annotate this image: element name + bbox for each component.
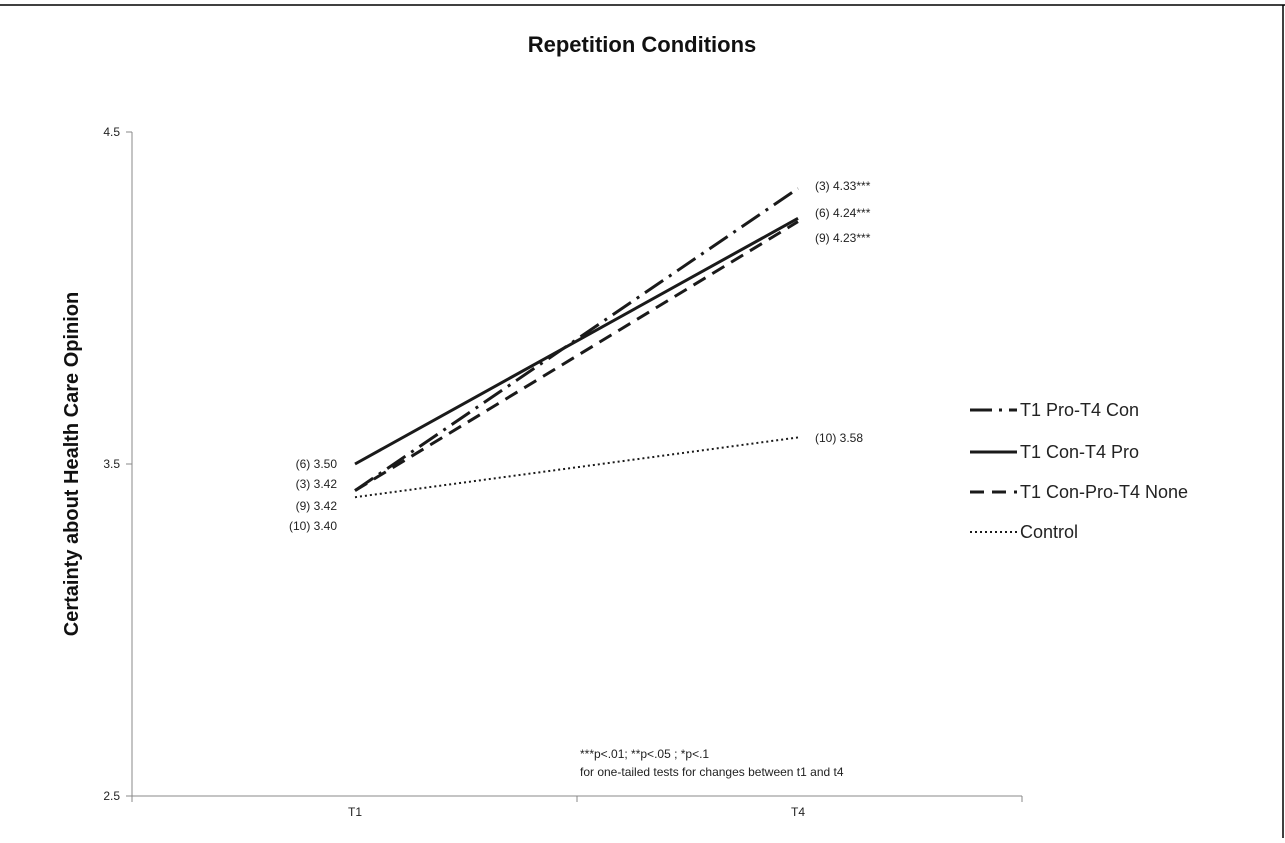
y-tick-label: 4.5 <box>103 125 120 139</box>
significance-note-line-1: ***p<.01; **p<.05 ; *p<.1 <box>580 747 709 761</box>
series-line-2 <box>354 217 799 466</box>
series-lines <box>354 187 799 499</box>
data-label-t1: (6) 3.50 <box>296 457 338 471</box>
legend-entry-2: T1 Con-T4 Pro <box>1020 442 1139 462</box>
series-line-3 <box>354 220 799 492</box>
legend: T1 Pro-T4 Con T1 Con-T4 Pro T1 Con-Pro-T4 … <box>970 400 1188 542</box>
data-label-t1: (9) 3.42 <box>296 499 338 513</box>
data-labels: (6) 3.50 (3) 3.42 (9) 3.42 (10) 3.40 (3) 4.3… <box>289 179 871 533</box>
data-label-t4: (3) 4.33*** <box>815 179 871 193</box>
legend-entry-4: Control <box>1020 522 1078 542</box>
data-label-t4: (6) 4.24*** <box>815 206 871 220</box>
y-axis-label: Certainty about Health Care Opinion <box>61 292 83 636</box>
data-label-t1: (10) 3.40 <box>289 519 337 533</box>
series-line-1 <box>354 187 799 492</box>
data-label-t4: (10) 3.58 <box>815 431 863 445</box>
y-tick-label: 3.5 <box>103 457 120 471</box>
y-tick-label: 2.5 <box>103 789 120 803</box>
axes: 2.5 3.5 4.5 T1 T4 <box>103 125 1023 819</box>
legend-entry-3: T1 Con-Pro-T4 None <box>1020 482 1188 502</box>
data-label-t1: (3) 3.42 <box>296 477 338 491</box>
chart-title: Repetition Conditions <box>528 32 757 57</box>
data-label-t4: (9) 4.23*** <box>815 231 871 245</box>
x-tick-label: T4 <box>791 805 805 819</box>
x-tick-label: T1 <box>348 805 362 819</box>
legend-entry-1: T1 Pro-T4 Con <box>1020 400 1139 420</box>
significance-note-line-2: for one-tailed tests for changes between… <box>580 765 844 779</box>
